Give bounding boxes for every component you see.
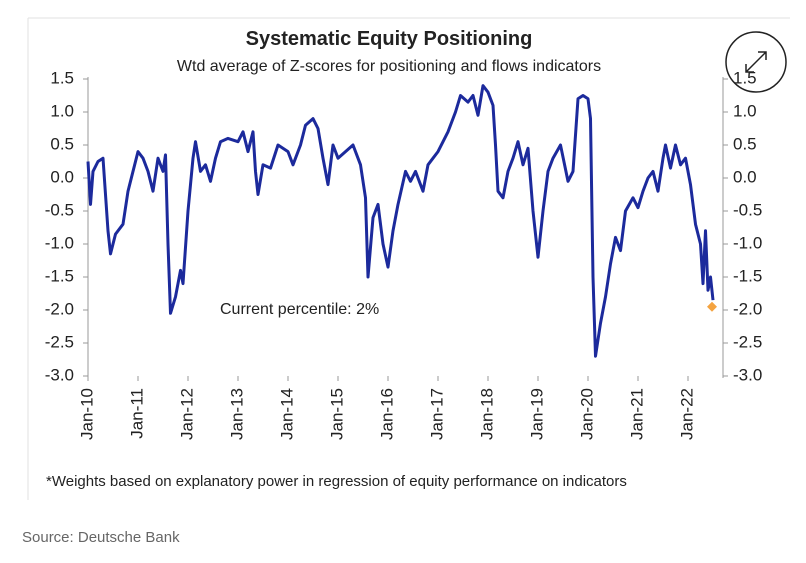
x-tick-label: Jan-19 xyxy=(527,388,546,440)
source: Source: Deutsche Bank xyxy=(22,529,180,546)
y2-tick-label: 1.0 xyxy=(733,101,757,120)
y2-tick-label: -0.5 xyxy=(733,200,762,219)
x-tick-label: Jan-16 xyxy=(377,388,396,440)
x-tick-label: Jan-18 xyxy=(477,388,496,440)
y-tick-label: -1.0 xyxy=(45,233,74,252)
y-tick-label: -3.0 xyxy=(45,365,74,384)
x-tick-label: Jan-13 xyxy=(227,388,246,440)
y-tick-label: -1.5 xyxy=(45,266,74,285)
y-tick-label: -2.0 xyxy=(45,299,74,318)
y2-tick-label: -3.0 xyxy=(733,365,762,384)
x-tick-label: Jan-20 xyxy=(577,388,596,440)
expand-icon[interactable] xyxy=(745,51,767,73)
y-tick-label: 0.5 xyxy=(50,134,74,153)
x-tick-label: Jan-10 xyxy=(77,388,96,440)
y2-tick-label: 0.5 xyxy=(733,134,757,153)
y2-tick-label: -1.5 xyxy=(733,266,762,285)
annotation: Current percentile: 2% xyxy=(220,301,379,318)
x-tick-label: Jan-22 xyxy=(677,388,696,440)
x-tick-label: Jan-12 xyxy=(177,388,196,440)
y-tick-label: 0.0 xyxy=(50,167,74,186)
y2-tick-label: 0.0 xyxy=(733,167,757,186)
y-tick-label: 1.5 xyxy=(50,68,74,87)
x-tick-label: Jan-15 xyxy=(327,388,346,440)
y2-tick-label: -1.0 xyxy=(733,233,762,252)
y-tick-label: -0.5 xyxy=(45,200,74,219)
y-tick-label: 1.0 xyxy=(50,101,74,120)
x-tick-label: Jan-11 xyxy=(127,388,146,439)
y2-tick-label: -2.5 xyxy=(733,332,762,351)
expand-button[interactable] xyxy=(725,31,787,93)
footnote: *Weights based on explanatory power in r… xyxy=(46,473,627,490)
chart-subtitle: Wtd average of Z-scores for positioning … xyxy=(177,58,601,75)
chart-title: Systematic Equity Positioning xyxy=(246,28,533,50)
current-marker xyxy=(707,301,717,312)
x-tick-label: Jan-17 xyxy=(427,388,446,440)
x-tick-label: Jan-21 xyxy=(627,388,646,440)
x-tick-label: Jan-14 xyxy=(277,388,296,440)
y-tick-label: -2.5 xyxy=(45,332,74,351)
line-series xyxy=(86,84,715,358)
y2-tick-label: -2.0 xyxy=(733,299,762,318)
y2-tick-label: 1.5 xyxy=(733,68,757,87)
